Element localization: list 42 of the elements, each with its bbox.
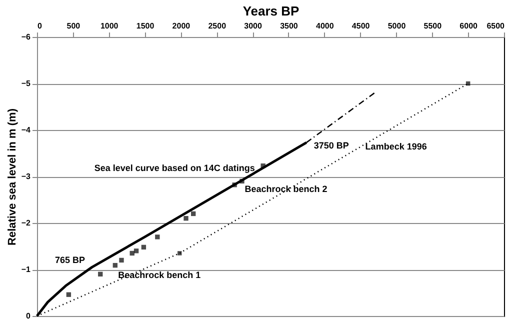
- series-label: Sea level curve based on 14C datings: [94, 163, 255, 174]
- x-tick-label: 6000: [460, 22, 478, 30]
- point: [190, 211, 196, 216]
- x-tick-label: 0: [38, 22, 42, 30]
- y-axis-title: Relative sea level in m (m): [6, 108, 18, 246]
- point: [232, 182, 237, 188]
- x-tick-label: 1500: [136, 22, 155, 30]
- series-label: Beachrock bench 2: [244, 184, 328, 194]
- x-tick-label: 3500: [280, 22, 298, 30]
- x-axis-title: Years BP: [242, 4, 300, 18]
- annotation: 3750 BP: [314, 140, 349, 151]
- x-tick-label: 3000: [244, 22, 262, 30]
- x-tick-label: 5500: [424, 22, 442, 30]
- y-tick-label: −2: [21, 218, 32, 228]
- point: [141, 244, 146, 250]
- y-tick-label: 0: [26, 312, 32, 320]
- x-tick-label: 1000: [100, 22, 119, 30]
- x-tick-label: 4000: [316, 22, 334, 30]
- point: [260, 163, 266, 168]
- y-tick-label: −5: [21, 79, 32, 88]
- y-tick-label: −6: [21, 32, 32, 42]
- series-label: Beachrock bench 1: [118, 270, 201, 280]
- x-tick-label: 2000: [172, 22, 191, 30]
- point: [98, 272, 103, 276]
- point: [155, 234, 160, 240]
- x-tick-label: 4500: [352, 22, 370, 30]
- annotation: 765 BP: [54, 255, 85, 266]
- x-tick-label: 6500: [486, 22, 506, 30]
- y-tick-label: −1: [21, 265, 32, 274]
- x-tick-label: 5000: [388, 22, 406, 30]
- point: [112, 262, 118, 268]
- y-tick-label: −3: [21, 172, 32, 181]
- point: [240, 178, 244, 184]
- point: [184, 216, 188, 221]
- point: [66, 292, 72, 297]
- y-tick-label: −4: [21, 126, 32, 134]
- x-tick-label: 2500: [208, 22, 227, 30]
- x-tick-label: 500: [66, 22, 81, 30]
- point: [177, 251, 182, 256]
- point: [134, 248, 139, 254]
- series-label: Lambeck 1996: [365, 142, 427, 152]
- point: [119, 258, 124, 263]
